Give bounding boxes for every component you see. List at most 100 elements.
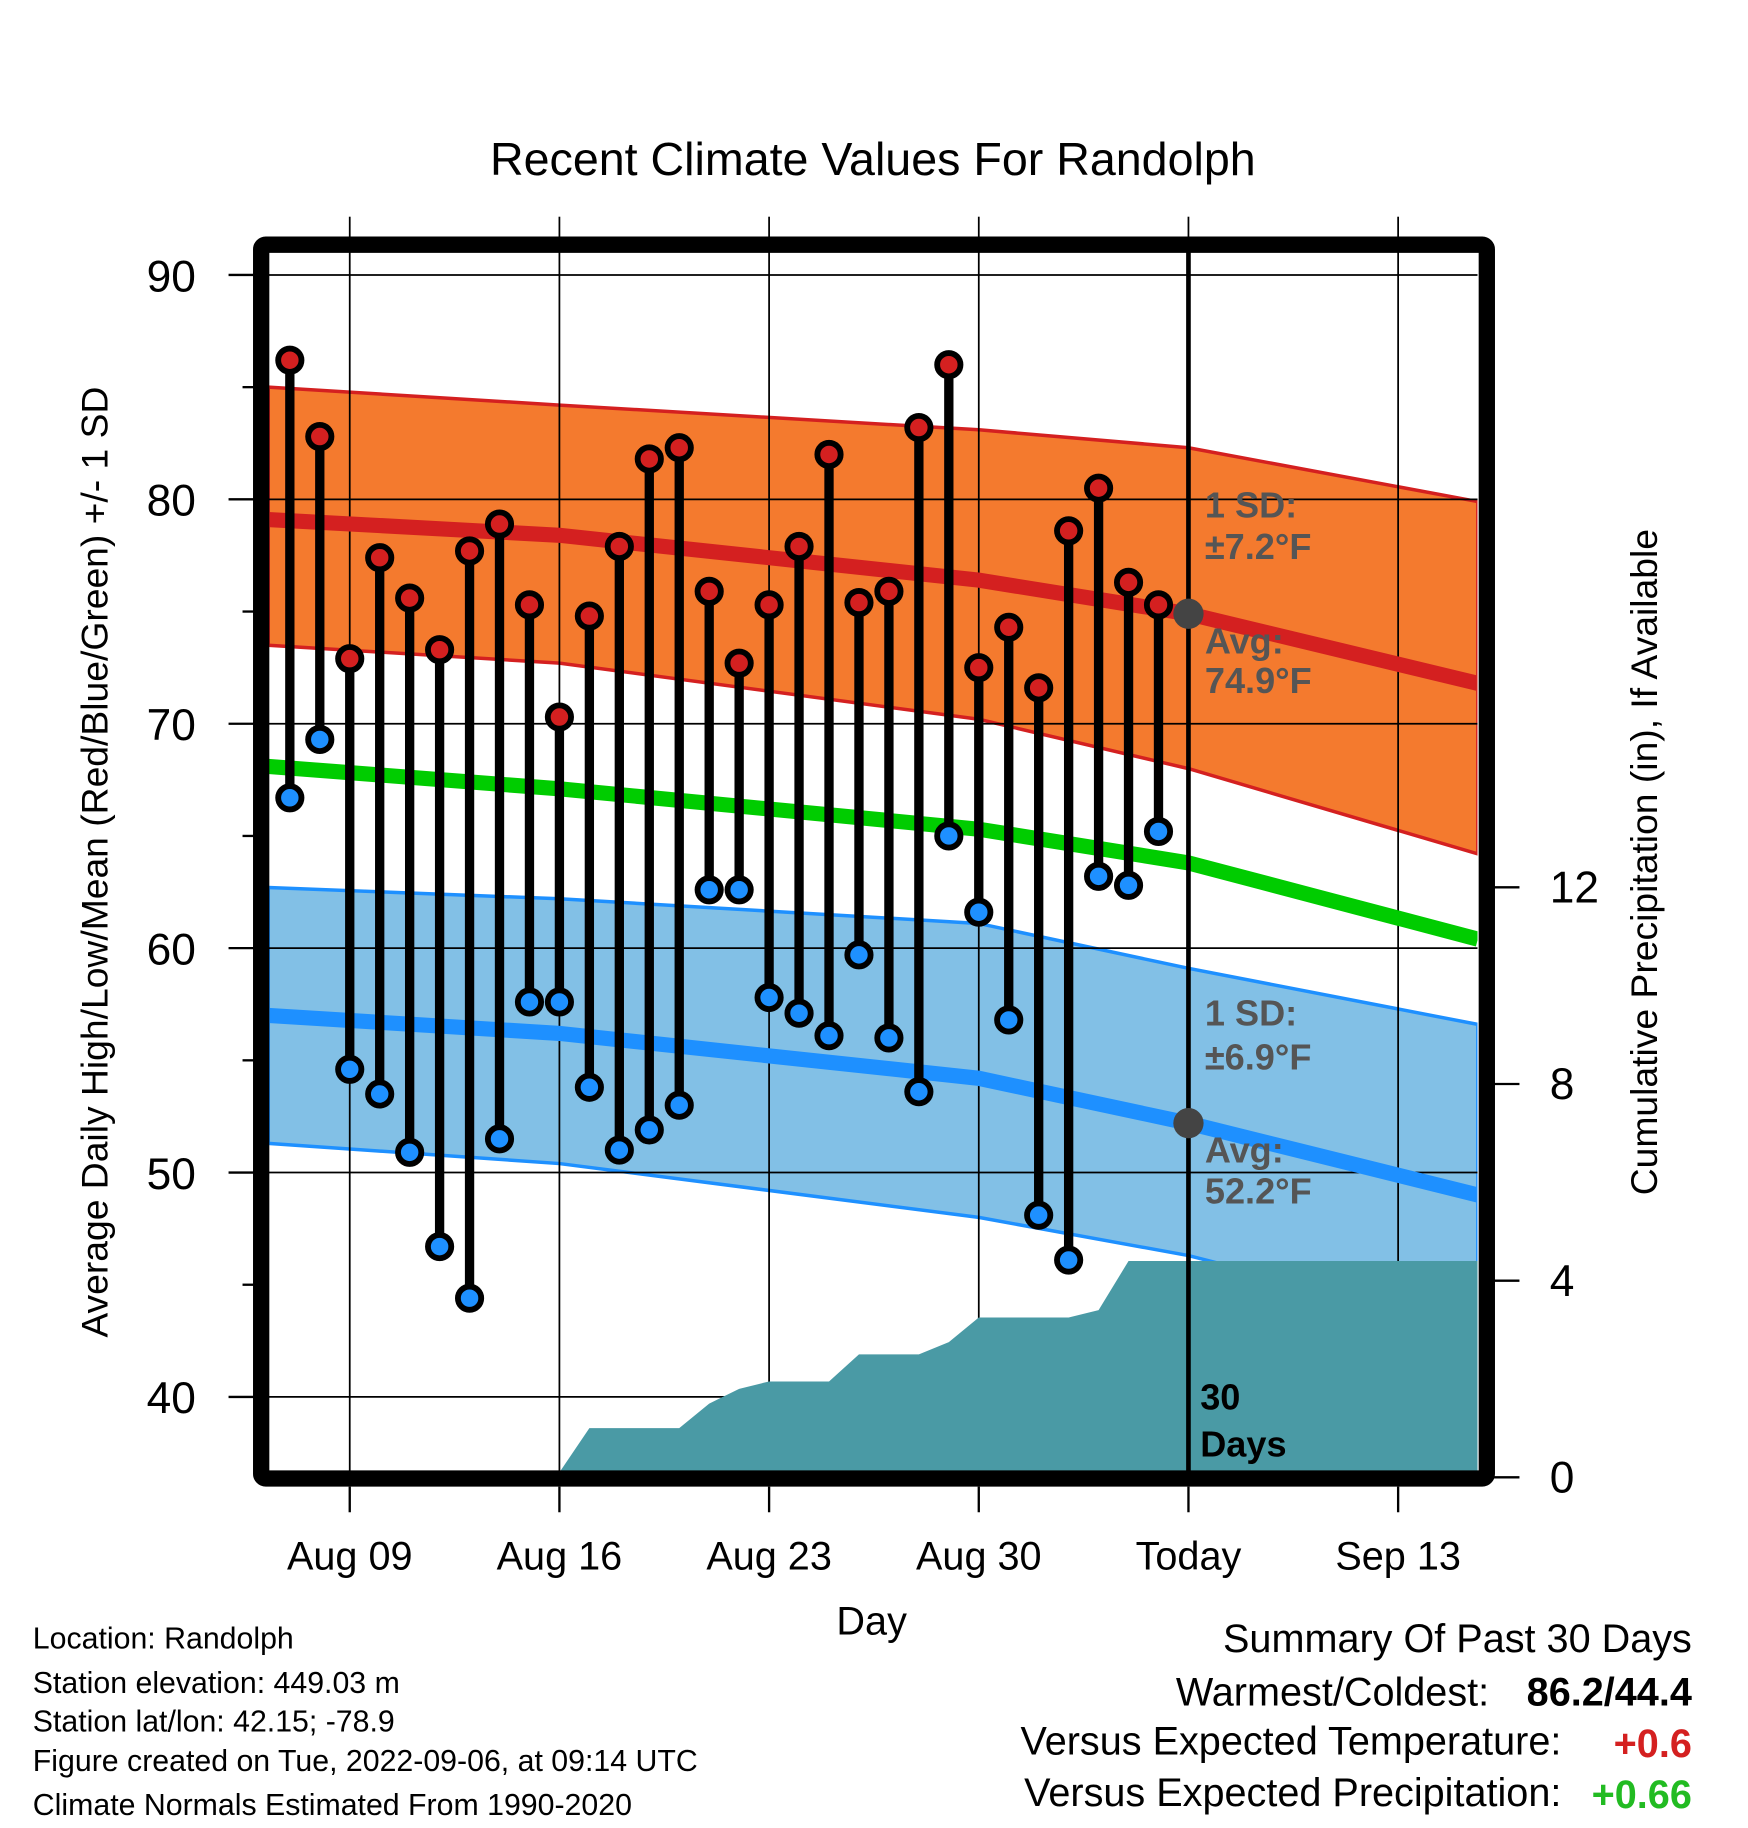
annotation-high-sd-value: ±7.2°F xyxy=(1205,526,1312,567)
high-sd-band xyxy=(268,385,1478,856)
daily-high-point xyxy=(574,601,604,631)
precip-label: Versus Expected Precipitation: xyxy=(1024,1771,1561,1815)
daily-low-point xyxy=(724,875,754,905)
daily-high-point xyxy=(484,509,515,539)
daily-high-point xyxy=(754,590,784,620)
daily-high-point xyxy=(604,531,634,562)
daily-low-point xyxy=(1024,1200,1054,1230)
y-tick-label: 60 xyxy=(147,925,196,974)
daily-high-point xyxy=(335,644,365,674)
low-avg-today-marker xyxy=(1173,1108,1204,1139)
daily-low-point xyxy=(544,987,574,1017)
daily-low-point xyxy=(365,1079,395,1109)
daily-high-point xyxy=(1113,567,1144,597)
annotation-high-sd-label: 1 SD: xyxy=(1205,484,1297,525)
daily-low-point xyxy=(514,987,545,1017)
chart-title: Recent Climate Values For Randolph xyxy=(490,133,1256,185)
y-tick-label: 70 xyxy=(147,701,196,750)
daily-high-point xyxy=(544,702,574,732)
station-info: Location: Randolph Station elevation: 44… xyxy=(33,1623,698,1823)
annotation-low-sd-label: 1 SD: xyxy=(1205,992,1297,1033)
daily-high-point xyxy=(994,612,1024,642)
daily-high-point xyxy=(365,543,395,573)
high-avg-line xyxy=(268,511,1478,691)
daily-low-point xyxy=(874,1023,904,1053)
annotation-low-sd-value: ±6.9°F xyxy=(1205,1037,1312,1078)
annotation-low-avg-value: 52.2°F xyxy=(1205,1171,1312,1212)
summary: Summary Of Past 30 Days Warmest/Coldest:… xyxy=(1020,1617,1691,1817)
daily-low-point xyxy=(1054,1245,1084,1275)
daily-high-point xyxy=(694,576,724,606)
annotation-days-word: Days xyxy=(1200,1423,1286,1464)
precip-value: +0.66 xyxy=(1592,1773,1692,1817)
warm-cold-label: Warmest/Coldest: xyxy=(1176,1671,1489,1715)
daily-high-point xyxy=(1084,473,1114,503)
daily-high-point xyxy=(454,536,485,566)
low-avg-line xyxy=(268,1007,1478,1203)
daily-low-point xyxy=(784,998,814,1028)
y-tick-label: 40 xyxy=(147,1374,196,1423)
temp-label: Versus Expected Temperature: xyxy=(1020,1720,1561,1764)
daily-high-point xyxy=(724,648,754,678)
daily-low-point xyxy=(1084,861,1114,891)
y-axis-label: Average Daily High/Low/Mean (Red/Blue/Gr… xyxy=(73,387,115,1338)
annotation-high-avg-value: 74.9°F xyxy=(1205,660,1312,701)
y2-tick-label: 8 xyxy=(1550,1060,1575,1109)
normals-text: Climate Normals Estimated From 1990-2020 xyxy=(33,1789,632,1822)
y2-axis-label: Cumulative Precipitation (in), If Availa… xyxy=(1623,529,1665,1195)
x-tick-label: Aug 23 xyxy=(706,1534,832,1578)
y2-tick-label: 4 xyxy=(1550,1257,1575,1306)
x-tick-label: Aug 09 xyxy=(287,1534,413,1578)
daily-low-point xyxy=(335,1054,365,1084)
created-text: Figure created on Tue, 2022-09-06, at 09… xyxy=(33,1745,698,1778)
daily-low-point xyxy=(425,1232,455,1262)
y2-tick-label: 12 xyxy=(1550,863,1599,912)
daily-high-point xyxy=(964,653,994,683)
daily-high-point xyxy=(664,433,694,463)
daily-low-point xyxy=(694,875,724,905)
summary-title: Summary Of Past 30 Days xyxy=(1223,1617,1692,1661)
elevation-text: Station elevation: 449.03 m xyxy=(33,1667,400,1700)
annotation-low-avg-label: Avg: xyxy=(1205,1130,1284,1171)
plot-frame xyxy=(253,236,1495,1487)
annotation-high-avg-label: Avg: xyxy=(1205,621,1284,662)
x-tick-label: Aug 30 xyxy=(916,1534,1042,1578)
daily-low-point xyxy=(275,783,305,813)
daily-high-point xyxy=(514,590,545,620)
daily-high-point xyxy=(874,576,904,606)
x-tick-label: Aug 16 xyxy=(497,1534,623,1578)
y-tick-label: 90 xyxy=(147,252,196,301)
x-tick-label: Sep 13 xyxy=(1335,1534,1461,1578)
daily-low-point xyxy=(574,1072,604,1102)
daily-low-point xyxy=(484,1124,515,1154)
location-text: Location: Randolph xyxy=(33,1623,294,1656)
daily-low-point xyxy=(305,724,335,755)
latlon-text: Station lat/lon: 42.15; -78.9 xyxy=(33,1705,395,1738)
daily-low-point xyxy=(634,1115,664,1145)
daily-high-point xyxy=(275,345,305,375)
daily-low-point xyxy=(395,1137,425,1167)
daily-low-point xyxy=(1143,816,1174,847)
y-tick-label: 50 xyxy=(147,1150,196,1199)
daily-high-point xyxy=(934,350,964,380)
daily-low-point xyxy=(904,1077,934,1107)
daily-low-point xyxy=(454,1283,485,1313)
daily-low-point xyxy=(754,982,784,1013)
daily-low-point xyxy=(934,821,964,851)
daily-low-point xyxy=(994,1005,1024,1035)
daily-high-point xyxy=(844,588,874,618)
x-axis-label: Day xyxy=(836,1600,907,1644)
y-tick-label: 80 xyxy=(147,477,196,526)
daily-high-point xyxy=(425,635,455,665)
high-avg-today-marker xyxy=(1173,598,1204,629)
daily-low-point xyxy=(664,1090,694,1120)
daily-low-point xyxy=(604,1135,634,1165)
daily-high-point xyxy=(814,439,844,470)
daily-high-point xyxy=(634,444,664,474)
daily-low-point xyxy=(1113,870,1144,900)
x-tick-label: Today xyxy=(1136,1534,1242,1578)
precip-area xyxy=(557,1260,1478,1473)
